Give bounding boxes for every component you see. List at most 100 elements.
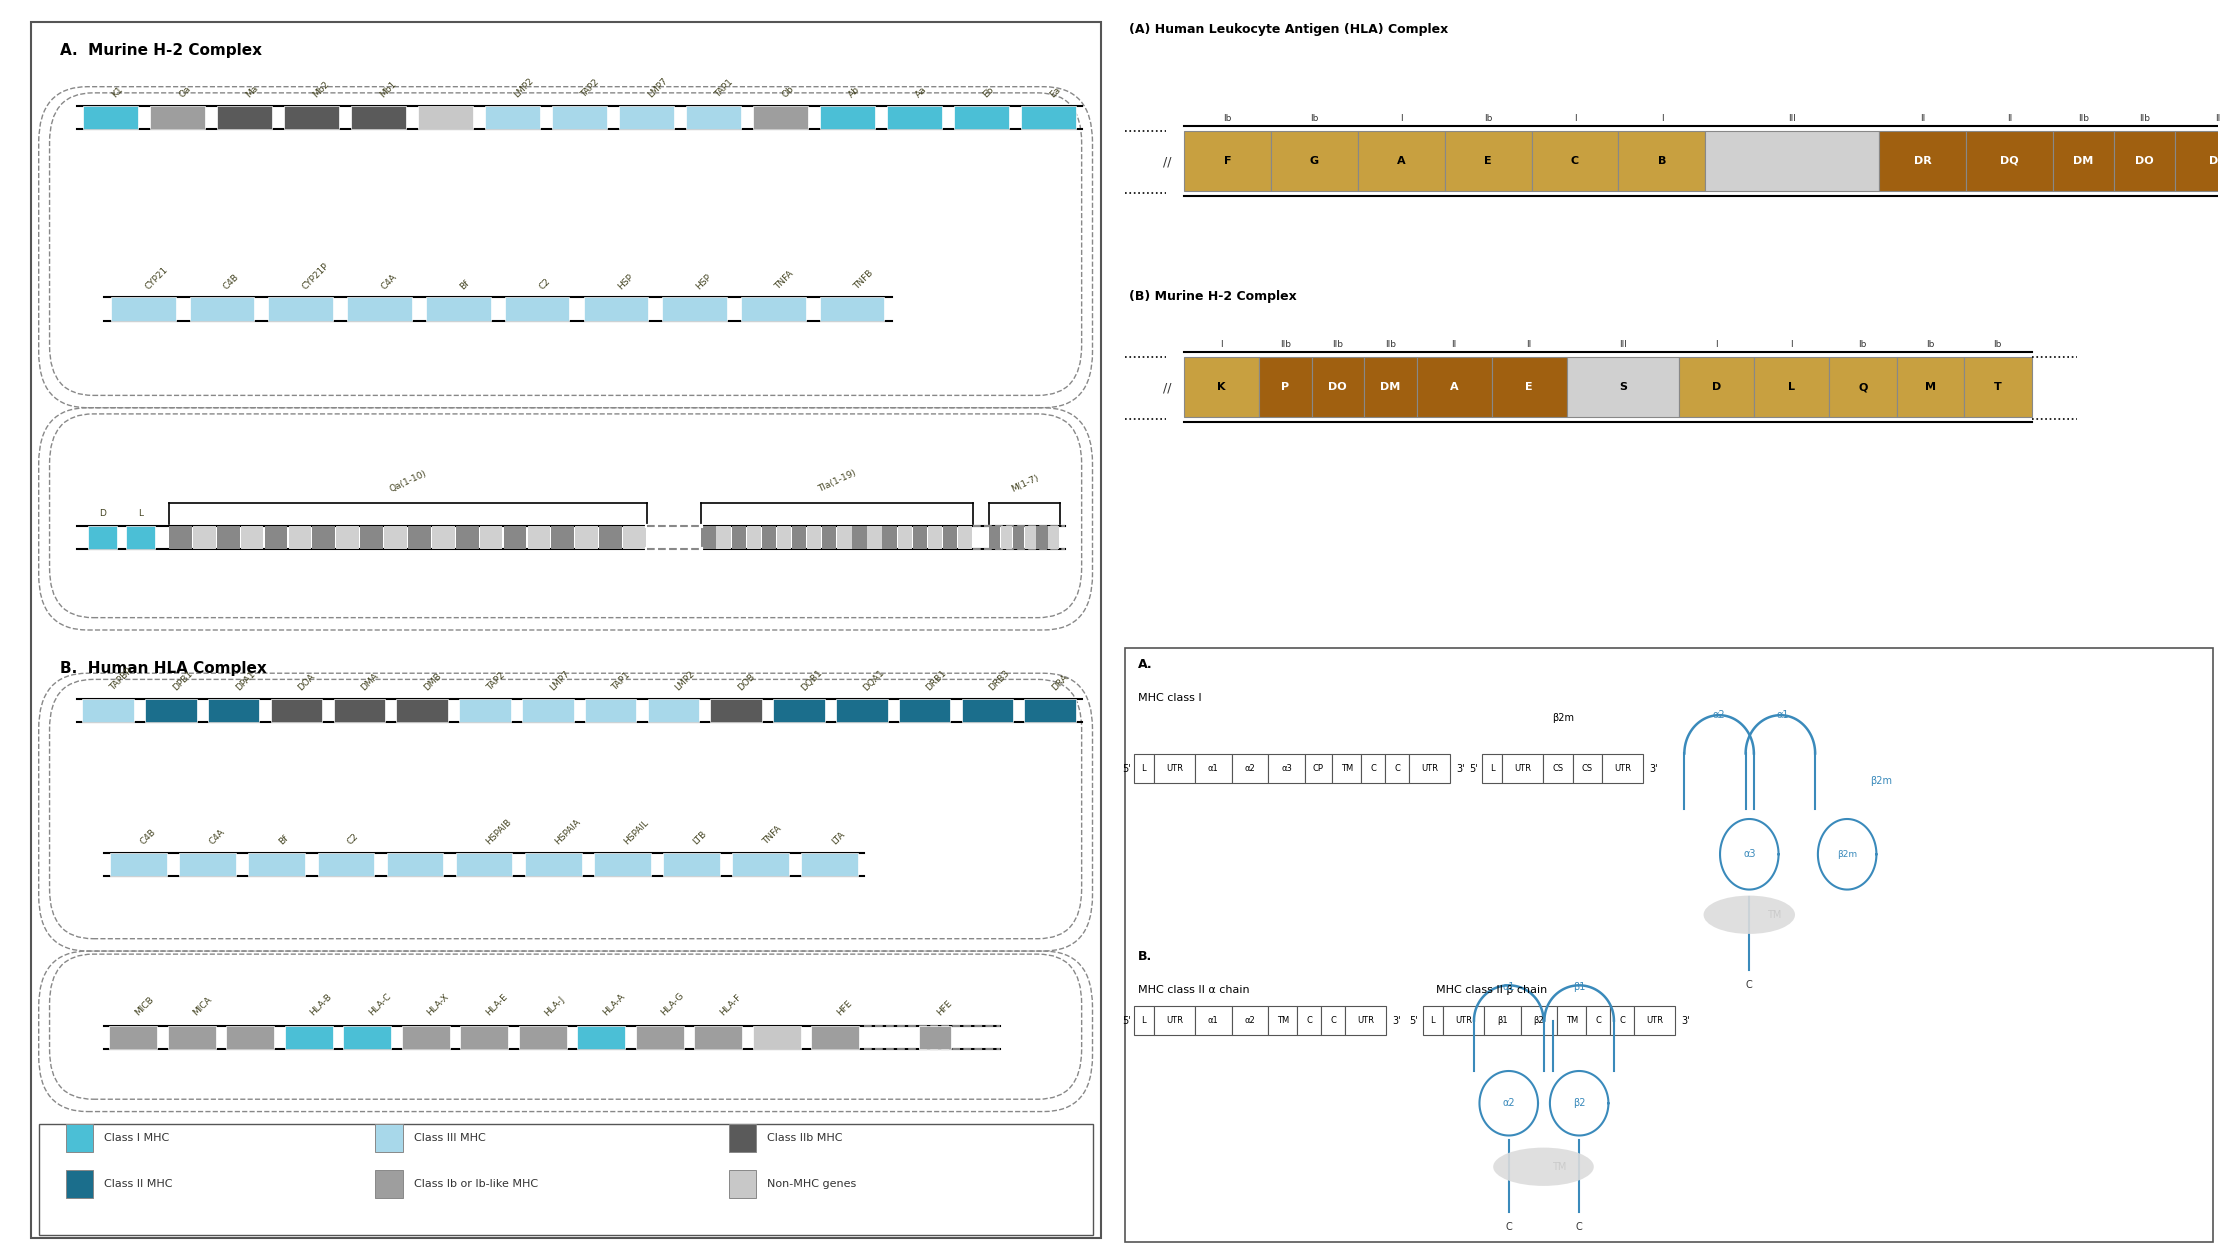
Bar <box>802 853 858 877</box>
Bar <box>912 525 927 549</box>
Bar <box>663 853 719 877</box>
Bar <box>1232 1007 1268 1034</box>
Bar <box>820 297 885 321</box>
Text: A.  Murine H-2 Complex: A. Murine H-2 Complex <box>60 43 262 58</box>
Text: TM: TM <box>1277 1016 1288 1026</box>
Text: UTR: UTR <box>1167 1016 1183 1026</box>
Text: α2: α2 <box>1714 711 1725 721</box>
Text: UTR: UTR <box>1646 1016 1662 1026</box>
Bar <box>426 297 491 321</box>
Bar <box>336 525 358 549</box>
Text: TM: TM <box>1552 1162 1566 1172</box>
Text: α1: α1 <box>1776 711 1790 721</box>
Text: 3': 3' <box>1393 1016 1402 1026</box>
Text: α2: α2 <box>1503 1099 1514 1109</box>
Bar <box>1602 755 1644 782</box>
Text: MHC class II β chain: MHC class II β chain <box>1436 985 1548 995</box>
Bar <box>811 1026 860 1050</box>
Bar <box>1297 1007 1322 1034</box>
Text: II: II <box>2007 113 2012 122</box>
Bar <box>1485 1007 1521 1034</box>
Text: β2: β2 <box>1572 1099 1586 1109</box>
Text: TM: TM <box>1767 910 1781 920</box>
Bar <box>408 525 430 549</box>
Bar <box>1705 131 1879 190</box>
Text: CP: CP <box>1313 764 1324 774</box>
Bar <box>396 698 448 722</box>
Text: Class III MHC: Class III MHC <box>414 1133 486 1143</box>
Text: Ob: Ob <box>780 84 795 100</box>
Text: Ib: Ib <box>1223 113 1232 122</box>
Bar <box>836 698 887 722</box>
Text: DOA: DOA <box>296 672 318 692</box>
Text: DP: DP <box>2209 156 2227 166</box>
Bar <box>504 525 526 549</box>
Text: HLA-X: HLA-X <box>426 993 450 1018</box>
Bar <box>2115 131 2175 190</box>
Bar <box>1521 1007 1557 1034</box>
Text: M(1-7): M(1-7) <box>1010 474 1039 494</box>
Text: 5': 5' <box>1409 1016 1418 1026</box>
FancyBboxPatch shape <box>38 1124 1093 1235</box>
Text: C4A: C4A <box>208 828 226 847</box>
Text: C: C <box>1570 156 1579 166</box>
Bar <box>773 698 824 722</box>
Bar <box>179 853 235 877</box>
Text: α1: α1 <box>1503 983 1514 993</box>
Bar <box>728 1124 755 1152</box>
Text: (B) Murine H-2 Complex: (B) Murine H-2 Complex <box>1129 291 1297 304</box>
Bar <box>594 853 652 877</box>
Text: E: E <box>1525 382 1532 392</box>
Bar <box>1633 1007 1676 1034</box>
Text: MICA: MICA <box>193 995 215 1018</box>
Bar <box>551 525 573 549</box>
Text: C: C <box>1595 1016 1602 1026</box>
Bar <box>1154 1007 1194 1034</box>
Text: Class II MHC: Class II MHC <box>103 1179 172 1189</box>
Text: DM: DM <box>1380 382 1400 392</box>
Text: K1: K1 <box>110 86 125 100</box>
Bar <box>762 525 775 549</box>
Bar <box>459 698 511 722</box>
Bar <box>918 1026 952 1050</box>
Text: I: I <box>1716 340 1718 349</box>
Text: α1: α1 <box>1207 1016 1219 1026</box>
Bar <box>529 525 551 549</box>
Bar <box>1879 131 1967 190</box>
Bar <box>927 525 943 549</box>
Text: Class I MHC: Class I MHC <box>103 1133 170 1143</box>
Text: HSP: HSP <box>694 272 715 291</box>
Text: β1: β1 <box>1572 983 1586 993</box>
Text: α3: α3 <box>1281 764 1292 774</box>
Text: D: D <box>1711 382 1720 392</box>
Text: UTR: UTR <box>1420 764 1438 774</box>
Text: I: I <box>1790 340 1792 349</box>
Bar <box>1021 106 1075 130</box>
Text: MHC class II α chain: MHC class II α chain <box>1138 985 1250 995</box>
Text: IIb: IIb <box>1333 340 1344 349</box>
Bar <box>1445 131 1532 190</box>
Text: TNFA: TNFA <box>762 824 784 847</box>
Text: Aa: Aa <box>914 86 930 100</box>
Bar <box>1012 525 1024 549</box>
Bar <box>1185 131 1270 190</box>
Text: I: I <box>1575 113 1577 122</box>
Text: B.: B. <box>1138 950 1154 963</box>
Ellipse shape <box>1705 896 1794 934</box>
Bar <box>1967 131 2052 190</box>
Text: A: A <box>1449 382 1458 392</box>
Text: UTR: UTR <box>1514 764 1532 774</box>
Text: LMP7: LMP7 <box>549 669 571 692</box>
Text: DRB1: DRB1 <box>925 668 950 692</box>
Text: I: I <box>1660 113 1664 122</box>
Text: IIb: IIb <box>2139 113 2150 122</box>
Text: α2: α2 <box>1245 764 1254 774</box>
Bar <box>1037 525 1048 549</box>
Text: UTR: UTR <box>1456 1016 1472 1026</box>
Text: Ab: Ab <box>847 84 862 100</box>
Bar <box>1557 1007 1586 1034</box>
Bar <box>484 106 540 130</box>
Text: MHC class I: MHC class I <box>1138 693 1203 703</box>
Text: C: C <box>1393 764 1400 774</box>
Text: Mb2: Mb2 <box>311 79 332 100</box>
